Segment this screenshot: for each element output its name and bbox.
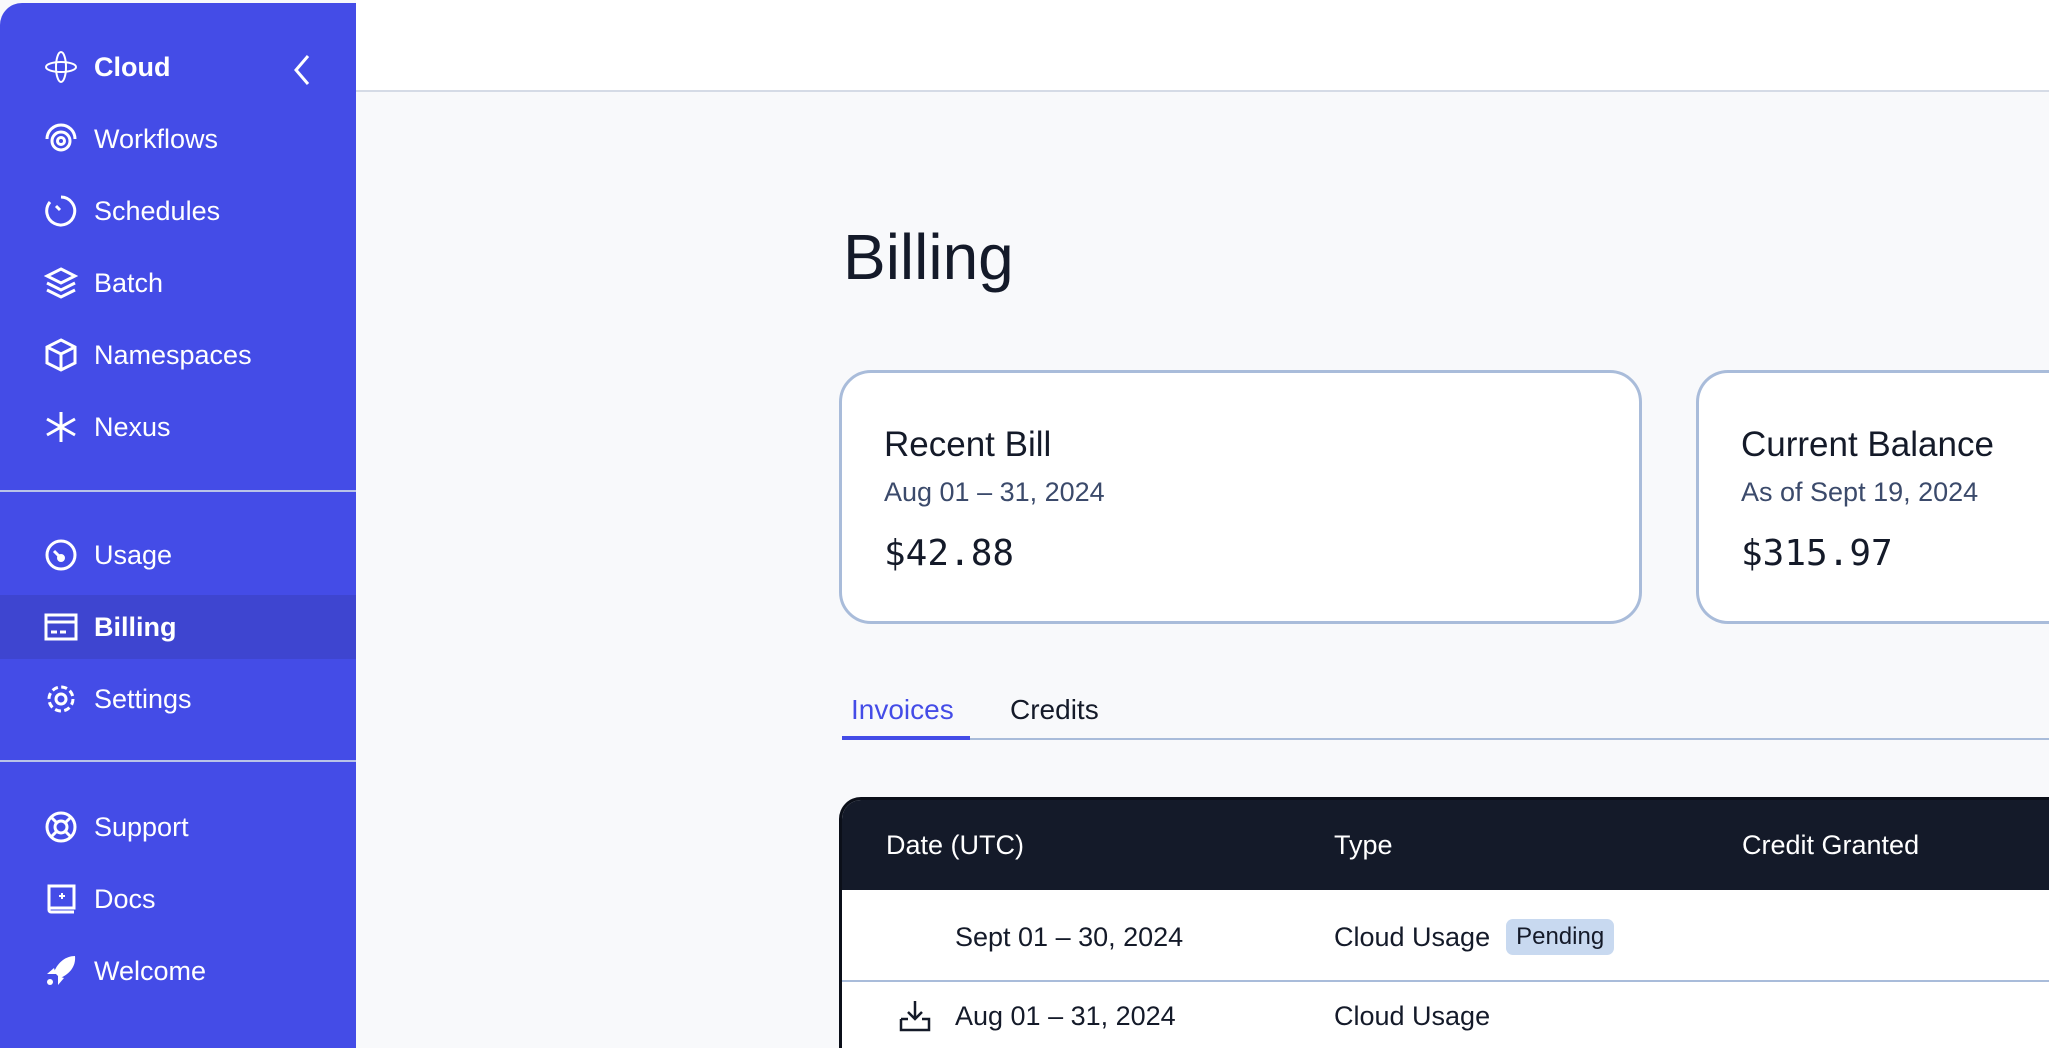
sidebar-item-namespaces[interactable]: Namespaces: [0, 323, 356, 387]
recent-bill-card: Recent Bill Aug 01 – 31, 2024 $42.88: [839, 370, 1642, 624]
sidebar-divider: [0, 760, 356, 762]
tab-invoices[interactable]: Invoices: [842, 680, 970, 740]
sidebar-item-workflows[interactable]: Workflows: [0, 107, 356, 171]
invoices-table: Date (UTC) Type Credit Granted Sept 01 –…: [839, 797, 2049, 1048]
sidebar-item-label: Namespaces: [94, 339, 252, 370]
sidebar-item-label: Nexus: [94, 411, 171, 442]
sidebar-item-support[interactable]: Support: [0, 795, 356, 859]
sidebar-item-nexus[interactable]: Nexus: [0, 395, 356, 459]
chevron-left-icon[interactable]: [286, 52, 318, 88]
credit-card-icon: [44, 610, 78, 644]
sidebar-item-label: Usage: [94, 539, 173, 570]
sidebar-item-label: Batch: [94, 267, 164, 298]
card-amount: $42.88: [884, 533, 1015, 574]
sidebar-divider: [0, 490, 356, 492]
column-header-date[interactable]: Date (UTC): [886, 829, 1025, 860]
invoice-date: Sept 01 – 30, 2024: [955, 921, 1184, 952]
download-icon[interactable]: [898, 984, 932, 1048]
book-icon: [44, 882, 78, 916]
card-subtitle: Aug 01 – 31, 2024: [884, 477, 1105, 507]
table-row: Sept 01 – 30, 2024 Cloud Usage Pending: [842, 892, 2049, 982]
table-header: Date (UTC) Type Credit Granted: [842, 800, 2049, 890]
column-header-type[interactable]: Type: [1334, 829, 1393, 860]
sidebar: Cloud Workflows Schedules Batch Namespac…: [0, 3, 356, 1048]
status-badge: Pending: [1506, 919, 1615, 955]
sidebar-item-label: Welcome: [94, 955, 207, 986]
workflows-icon: [44, 122, 78, 156]
sidebar-header-cloud[interactable]: Cloud: [0, 35, 356, 99]
sidebar-item-billing[interactable]: Billing: [0, 595, 356, 659]
sidebar-item-docs[interactable]: Docs: [0, 867, 356, 931]
sidebar-item-usage[interactable]: Usage: [0, 523, 356, 587]
invoice-type: Cloud Usage: [1334, 1000, 1491, 1031]
cube-icon: [44, 338, 78, 372]
sidebar-item-schedules[interactable]: Schedules: [0, 179, 356, 243]
layers-icon: [44, 266, 78, 300]
cloud-logo-icon: [44, 50, 78, 84]
sidebar-item-label: Docs: [94, 883, 156, 914]
sidebar-item-welcome[interactable]: Welcome: [0, 939, 356, 1003]
current-balance-card: Current Balance As of Sept 19, 2024 $315…: [1696, 370, 2049, 624]
column-header-credit-granted[interactable]: Credit Granted: [1742, 829, 1920, 860]
invoice-type: Cloud Usage: [1334, 921, 1491, 952]
sidebar-item-label: Support: [94, 811, 189, 842]
top-bar: [356, 0, 2049, 92]
billing-tabs: Invoices Credits: [842, 680, 2049, 740]
gear-icon: [44, 682, 78, 716]
sidebar-item-label: Schedules: [94, 195, 221, 226]
rocket-icon: [44, 954, 78, 988]
sidebar-item-settings[interactable]: Settings: [0, 667, 356, 731]
sidebar-item-batch[interactable]: Batch: [0, 251, 356, 315]
sidebar-item-label: Settings: [94, 683, 192, 714]
card-title: Current Balance: [1741, 425, 1994, 464]
sidebar-header-label: Cloud: [94, 51, 171, 82]
card-title: Recent Bill: [884, 425, 1052, 464]
sidebar-item-label: Billing: [94, 611, 177, 642]
tab-credits[interactable]: Credits: [1010, 694, 1099, 725]
gauge-icon: [44, 538, 78, 572]
table-row: Aug 01 – 31, 2024 Cloud Usage: [842, 984, 2049, 1048]
card-amount: $315.97: [1741, 533, 1893, 574]
asterisk-icon: [44, 410, 78, 444]
sidebar-item-label: Workflows: [94, 123, 219, 154]
card-subtitle: As of Sept 19, 2024: [1741, 477, 1979, 507]
page-title: Billing: [843, 221, 1014, 293]
schedules-icon: [44, 194, 78, 228]
invoice-date: Aug 01 – 31, 2024: [955, 1000, 1176, 1031]
lifebuoy-icon: [44, 810, 78, 844]
